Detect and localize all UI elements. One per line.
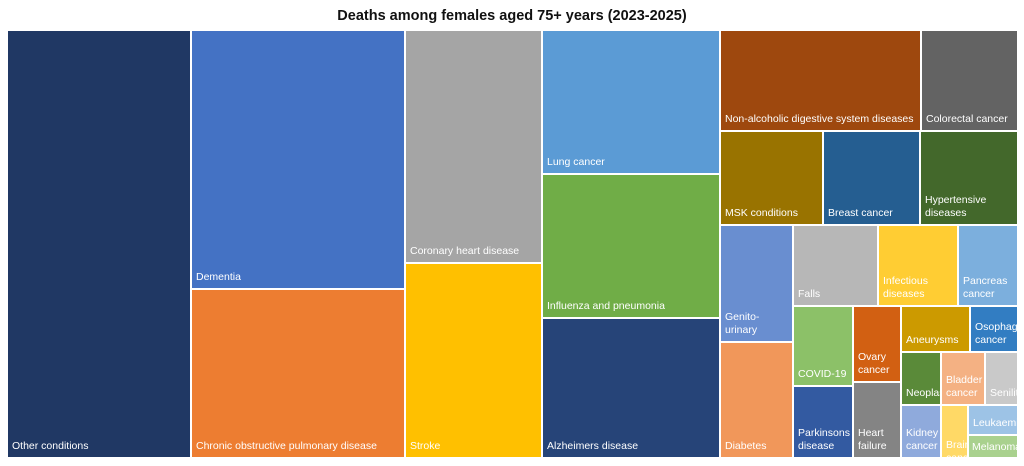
tile-label-aneurysms: Aneurysms (906, 334, 959, 346)
tile-label-msk-conditions: MSK conditions (725, 207, 798, 219)
tile-neoplasms: Neoplasms (901, 352, 941, 405)
tile-label-influenza-and-pneumonia: Influenza and pneumonia (547, 300, 665, 312)
tile-label-parkinsons-disease: Parkinsons disease (798, 427, 850, 452)
tile-aneurysms: Aneurysms (901, 306, 970, 352)
tile-melanoma: Melanoma (968, 435, 1018, 458)
tile-kidney-cancer: Kidney cancer (901, 405, 941, 458)
tile-label-covid-19: COVID-19 (798, 368, 847, 380)
tile-label-non-alcoholic-digestive-system-diseases: Non-alcoholic digestive system diseases (725, 113, 914, 125)
tile-hypertensive-diseases: Hypertensive diseases (920, 131, 1018, 225)
tile-infectious-diseases: Infectious diseases (878, 225, 958, 306)
tile-other-conditions: Other conditions (7, 30, 191, 458)
tile-non-alcoholic-digestive-system-diseases: Non-alcoholic digestive system diseases (720, 30, 921, 131)
tile-heart-failure: Heart failure (853, 382, 901, 458)
tile-parkinsons-disease: Parkinsons disease (793, 386, 853, 458)
tile-breast-cancer: Breast cancer (823, 131, 920, 225)
tile-ovary-cancer: Ovary cancer (853, 306, 901, 382)
tile-label-colorectal-cancer: Colorectal cancer (926, 113, 1008, 125)
tile-falls: Falls (793, 225, 878, 306)
tile-pancreas-cancer: Pancreas cancer (958, 225, 1018, 306)
tile-label-chronic-obstructive-pulmonary-disease: Chronic obstructive pulmonary disease (196, 440, 377, 452)
tile-label-kidney-cancer: Kidney cancer (906, 427, 939, 452)
tile-label-neoplasms: Neoplasms (906, 387, 940, 399)
tile-label-melanoma: Melanoma (972, 441, 1018, 453)
tile-alzheimers-disease: Alzheimers disease (542, 318, 720, 458)
tile-label-ovary-cancer: Ovary cancer (858, 351, 890, 376)
tile-label-osophagus-cancer: Osophagus cancer (975, 321, 1018, 346)
tile-label-other-conditions: Other conditions (12, 440, 89, 452)
tile-label-stroke: Stroke (410, 440, 441, 452)
tile-label-genito-urinary: Genito-urinary (725, 311, 760, 336)
tile-label-lung-cancer: Lung cancer (547, 156, 605, 168)
tile-brain-cancer: Brain cancer (941, 405, 968, 458)
tile-label-dementia: Dementia (196, 271, 241, 283)
tile-label-breast-cancer: Breast cancer (828, 207, 893, 219)
tile-label-leukaemia: Leukaemia (973, 417, 1017, 429)
tile-influenza-and-pneumonia: Influenza and pneumonia (542, 174, 720, 318)
chart-title: Deaths among females aged 75+ years (202… (337, 8, 687, 24)
tile-label-hypertensive-diseases: Hypertensive diseases (925, 194, 987, 219)
tile-label-alzheimers-disease: Alzheimers disease (547, 440, 639, 452)
tile-coronary-heart-disease: Coronary heart disease (405, 30, 542, 263)
tile-senility: Senility (985, 352, 1018, 405)
tile-label-coronary-heart-disease: Coronary heart disease (410, 245, 520, 257)
tile-lung-cancer: Lung cancer (542, 30, 720, 174)
tile-colorectal-cancer: Colorectal cancer (921, 30, 1018, 131)
tile-label-bladder-cancer: Bladder cancer (946, 374, 983, 399)
tile-label-diabetes: Diabetes (725, 440, 767, 452)
tile-genito-urinary: Genito-urinary (720, 225, 793, 342)
tile-leukaemia: Leukaemia (968, 405, 1018, 435)
tile-label-senility: Senility (990, 387, 1017, 399)
tile-dementia: Dementia (191, 30, 405, 289)
tile-covid-19: COVID-19 (793, 306, 853, 386)
tile-label-heart-failure: Heart failure (858, 427, 887, 452)
tile-label-falls: Falls (798, 288, 821, 300)
tile-diabetes: Diabetes (720, 342, 793, 458)
tile-bladder-cancer: Bladder cancer (941, 352, 985, 405)
tile-label-pancreas-cancer: Pancreas cancer (963, 275, 1008, 300)
tile-stroke: Stroke (405, 263, 542, 458)
tile-label-infectious-diseases: Infectious diseases (883, 275, 928, 300)
tile-label-brain-cancer: Brain cancer (946, 439, 968, 458)
tile-osophagus-cancer: Osophagus cancer (970, 306, 1018, 352)
tile-chronic-obstructive-pulmonary-disease: Chronic obstructive pulmonary disease (191, 289, 405, 458)
tile-msk-conditions: MSK conditions (720, 131, 823, 225)
